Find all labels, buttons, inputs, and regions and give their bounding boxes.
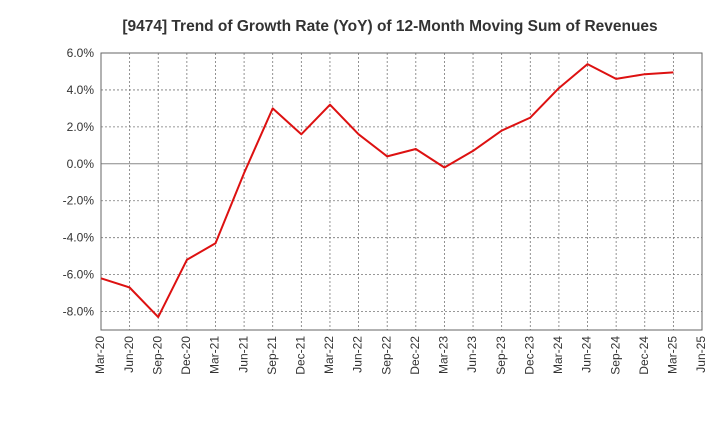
- x-tick-label: Dec-23: [522, 336, 536, 375]
- x-tick-label: Dec-21: [294, 336, 308, 375]
- x-tick-label: Sep-24: [608, 336, 622, 375]
- y-tick-label: -2.0%: [63, 194, 95, 208]
- x-tick-label: Mar-21: [208, 336, 222, 374]
- y-tick-label: -4.0%: [63, 231, 95, 245]
- y-axis-tick-labels: 6.0% 4.0% 2.0% 0.0% -2.0% -4.0% -6.0% -8.0%: [63, 46, 95, 319]
- y-tick-label: -8.0%: [63, 305, 95, 319]
- y-tick-label: 4.0%: [67, 83, 95, 97]
- x-tick-label: Mar-22: [322, 336, 336, 374]
- x-axis-tick-labels: Mar-20 Jun-20 Sep-20 Dec-20 Mar-21 Jun-21 Sep-…: [93, 336, 708, 375]
- y-tick-label: 6.0%: [67, 46, 95, 60]
- plot-area-frame: [100, 52, 703, 331]
- x-tick-label: Mar-23: [437, 336, 451, 374]
- x-tick-label: Mar-20: [93, 336, 107, 374]
- series-line: [100, 63, 674, 319]
- y-tick-label: 0.0%: [67, 157, 95, 171]
- y-tick-label: -6.0%: [63, 268, 95, 282]
- x-tick-label: Sep-22: [379, 336, 393, 375]
- x-tick-label: Dec-22: [408, 336, 422, 375]
- x-tick-label: Mar-25: [666, 336, 680, 374]
- x-tick-label: Mar-24: [551, 336, 565, 374]
- x-tick-label: Jun-20: [122, 336, 136, 373]
- x-tick-label: Jun-24: [580, 336, 594, 373]
- x-tick-label: Jun-22: [351, 336, 365, 373]
- x-tick-label: Sep-21: [265, 336, 279, 375]
- y-tick-label: 2.0%: [67, 120, 95, 134]
- x-tick-label: Sep-20: [150, 336, 164, 375]
- x-tick-label: Jun-25: [694, 336, 708, 373]
- grid-lines: [101, 53, 702, 330]
- x-tick-label: Jun-21: [236, 336, 250, 373]
- x-tick-label: Sep-23: [494, 336, 508, 375]
- x-tick-label: Dec-24: [637, 336, 651, 375]
- chart-title: [9474] Trend of Growth Rate (YoY) of 12-…: [122, 18, 657, 35]
- x-tick-label: Jun-23: [465, 336, 479, 373]
- x-tick-label: Dec-20: [179, 336, 193, 375]
